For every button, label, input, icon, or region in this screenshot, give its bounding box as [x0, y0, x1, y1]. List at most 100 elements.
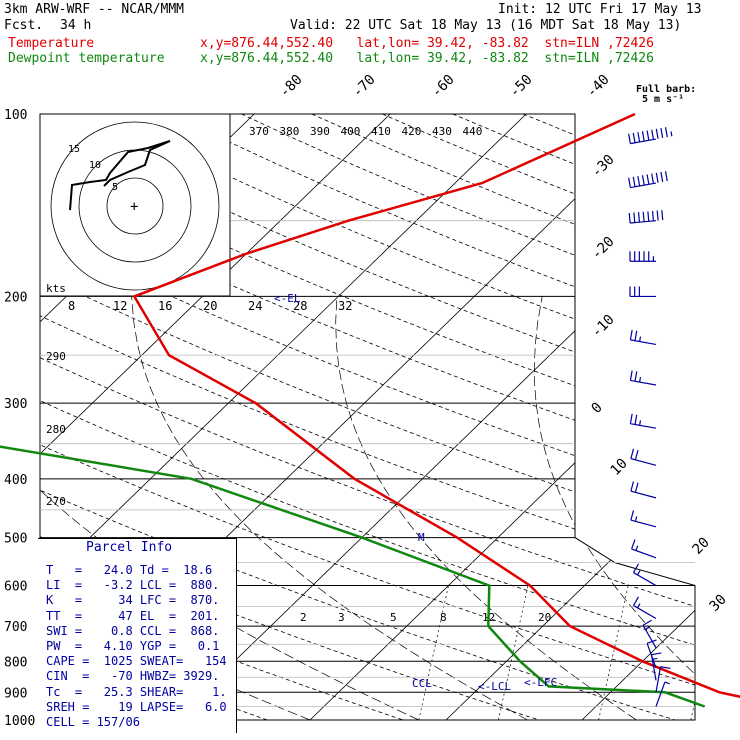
isotherm-label: 0 — [589, 400, 606, 417]
theta-label: 390 — [310, 125, 330, 138]
moist-adiabat-line — [131, 296, 528, 720]
init-time: Init: 12 UTC Fri 17 May 13 — [498, 2, 702, 17]
pressure-tick-label: 800 — [4, 655, 27, 670]
wind-barb-flag — [630, 481, 635, 492]
wind-barb — [630, 448, 657, 466]
parcel-info-row: K = 34 LFC = 870. — [46, 593, 220, 608]
wind-barb — [630, 510, 657, 528]
hodograph: +5 10 15 kts — [39, 113, 231, 297]
theta-label-left: 270 — [46, 495, 66, 508]
hodograph-speed-label: 20 — [203, 299, 217, 313]
dry-adiabat-line — [593, 114, 695, 720]
wind-barb-staff — [630, 519, 657, 528]
wind-barb-half-flag — [652, 657, 658, 660]
wind-barb-staff — [630, 182, 657, 189]
forecast-hour: 34 h — [60, 18, 92, 33]
parcel-info-row: CAPE = 1025 SWEAT= 154 — [46, 654, 227, 669]
hodograph-trace — [69, 140, 171, 211]
wind-barb-flag — [655, 172, 659, 183]
parcel-info-row: Tc = 25.3 SHEAR= 1. — [46, 684, 227, 699]
isotherm-line — [40, 114, 391, 720]
wind-barb-flag — [646, 174, 650, 185]
pressure-tick-label: 100 — [4, 108, 27, 123]
hodograph-ring — [50, 121, 220, 291]
wind-barb-flag — [634, 414, 638, 425]
wind-barb-flag — [628, 133, 631, 144]
wind-barb-flag — [629, 370, 633, 381]
parcel-info-row: SWI = 0.8 CCL = 868. — [46, 623, 220, 638]
parcel-info-panel: Parcel Info T = 24.0 Td = 18.6 LI = -3.2 … — [38, 538, 237, 733]
wind-barb-flag — [646, 639, 657, 644]
wind-barb-flag — [634, 450, 639, 460]
barb-legend-unit: 5 m s⁻¹ — [642, 94, 685, 105]
wind-barb-flag — [632, 132, 636, 143]
theta-label-left: 280 — [46, 423, 66, 436]
mixing-ratio-label: 3 — [338, 611, 345, 624]
wind-barb — [632, 596, 657, 620]
wind-barb-staff — [630, 379, 657, 386]
wind-barb-flag — [641, 131, 645, 142]
wind-barb — [650, 652, 662, 681]
wind-barb-half-flag — [637, 570, 641, 576]
parcel-info-row: CIN = -70 HWBZ= 3929. — [46, 669, 220, 684]
wind-barb-half-flag — [635, 545, 639, 551]
wind-barb-flag — [630, 510, 635, 521]
wind-barb-half-flag — [634, 516, 638, 522]
hodograph-speed-label: 16 — [158, 299, 172, 313]
wind-barb — [629, 413, 657, 429]
dewpoint-location: x,y=876.44,552.40 lat,lon= 39.42, -83.82… — [200, 51, 654, 66]
wind-barb — [628, 210, 664, 224]
wind-barb-staff — [630, 490, 657, 499]
pressure-tick-label: 300 — [4, 397, 27, 412]
mixing-ratio-label: 2 — [300, 611, 307, 624]
mixing-ratio-label: 20 — [538, 611, 551, 624]
pressure-tick-label: 500 — [4, 532, 27, 547]
hodograph-speed-label: 12 — [113, 299, 127, 313]
parcel-info-row: SREH = 19 LAPSE= 6.0 — [46, 699, 227, 714]
wind-barb-flag — [660, 171, 664, 182]
pressure-tick-label: 600 — [4, 580, 27, 595]
wind-barb-half-flag — [637, 603, 641, 609]
parcel-info-row: PW = 4.10 YGP = 0.1 — [46, 639, 220, 653]
wind-barb — [642, 619, 657, 649]
wind-barb-half-flag — [639, 336, 642, 342]
wind-barb-flag — [641, 175, 645, 186]
moist-adiabat-line — [533, 296, 695, 720]
forecast-label: Fcst. — [4, 18, 44, 33]
isotherm-label: 10 — [608, 456, 631, 479]
wind-barb — [629, 286, 656, 298]
wind-barb-flag — [660, 127, 664, 139]
hodograph-unit-label: kts — [46, 282, 66, 295]
wind-barb-staff — [633, 604, 657, 620]
temperature-location: x,y=876.44,552.40 lat,lon= 39.42, -83.82… — [200, 36, 654, 51]
mixing-ratio-line — [418, 585, 449, 720]
wind-barb-half-flag — [664, 681, 670, 685]
wind-barb-flag — [651, 129, 655, 140]
wind-barb — [629, 370, 657, 386]
model-title: 3km ARW-WRF -- NCAR/MMM — [4, 2, 185, 17]
wind-barb-flag — [629, 413, 633, 424]
parcel-info-row: T = 24.0 Td = 18.6 — [46, 563, 213, 577]
dewpoint-legend: Dewpoint temperature — [8, 51, 165, 66]
wind-barb — [628, 127, 673, 145]
wind-barb-flag — [632, 176, 636, 187]
wind-barb-flag — [642, 619, 652, 626]
wind-barb-half-flag — [645, 626, 650, 630]
wind-barb-half-flag — [670, 131, 673, 137]
wind-barb — [630, 481, 657, 499]
isotherm-label: 30 — [707, 592, 730, 615]
isotherm-label: -40 — [584, 72, 613, 101]
sounding-annotation: <-LCL — [478, 680, 511, 693]
temperature-legend: Temperature — [8, 36, 95, 51]
parcel-info-row: CELL = 157/06 — [46, 715, 140, 729]
isotherm-line — [581, 114, 695, 720]
wind-barb-staff — [642, 624, 657, 649]
wind-barb-flag — [664, 127, 668, 138]
hodograph-speed-label: 24 — [248, 299, 262, 313]
hodograph-speed-label: 8 — [68, 299, 75, 313]
parcel-info-row: TT = 47 EL = 201. — [46, 608, 220, 623]
wind-barb — [631, 539, 657, 559]
theta-label: 440 — [463, 125, 483, 138]
isotherm-label: 20 — [690, 535, 713, 558]
pressure-tick-label: 200 — [4, 290, 27, 305]
